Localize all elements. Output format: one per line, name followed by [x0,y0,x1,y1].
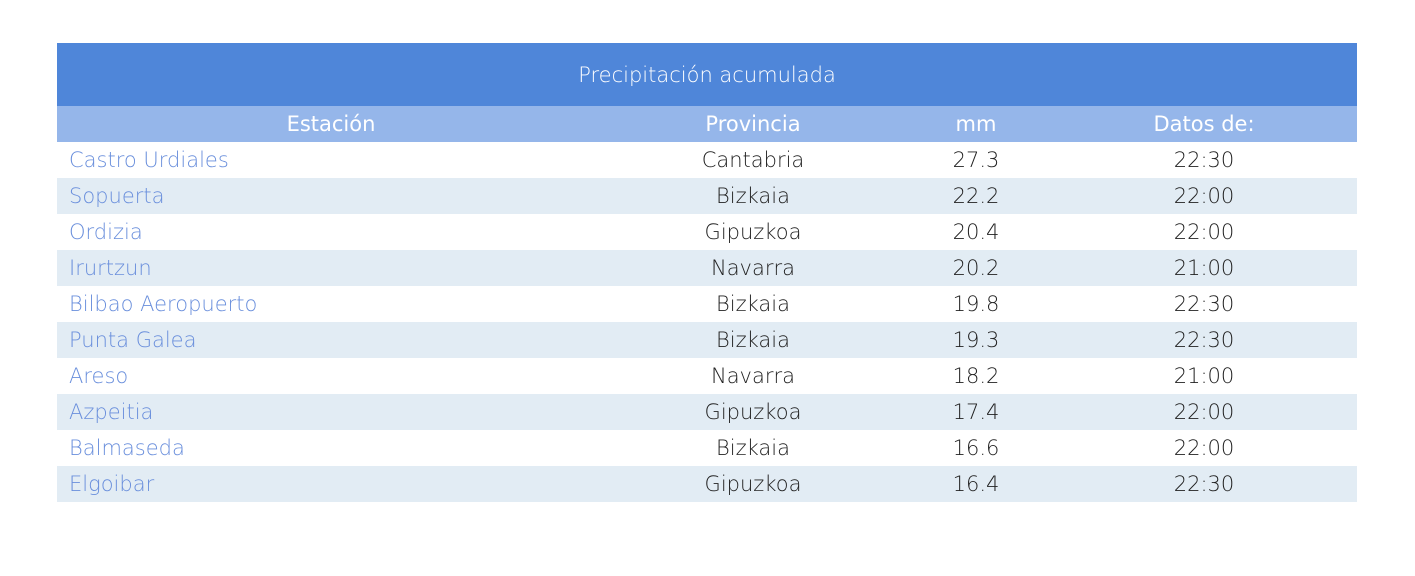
time-cell: 22:30 [1173,292,1235,316]
province-cell: Bizkaia [605,178,901,214]
table-header-row: Estación Provincia mm Datos de: [57,106,1358,142]
mm-cell: 16.6 [952,436,1000,460]
province-cell: Bizkaia [716,292,790,316]
station-link[interactable]: Castro Urdiales [69,148,229,172]
table-row: Balmaseda Bizkaia 16.6 22:00 [57,430,1357,466]
table-row: Areso Navarra 18.2 21:00 [57,358,1357,394]
station-link[interactable]: Bilbao Aeropuerto [69,292,258,316]
table-row: Bilbao Aeropuerto Bizkaia 19.8 22:30 [57,286,1357,322]
station-link[interactable]: Irurtzun [57,250,605,286]
time-cell: 21:00 [1051,250,1358,286]
time-cell: 22:00 [1051,394,1358,430]
mm-cell: 20.2 [901,250,1051,286]
province-cell: Gipuzkoa [704,220,802,244]
time-cell: 22:30 [1173,148,1235,172]
time-cell: 21:00 [1173,364,1235,388]
province-cell: Gipuzkoa [605,394,901,430]
time-cell: 22:30 [1051,466,1358,502]
station-link[interactable]: Punta Galea [57,322,605,358]
station-link[interactable]: Sopuerta [57,178,605,214]
mm-cell: 19.3 [901,322,1051,358]
station-link[interactable]: Areso [69,364,129,388]
station-link[interactable]: Elgoibar [57,466,605,502]
province-cell: Navarra [710,364,795,388]
station-link[interactable]: Balmaseda [69,436,185,460]
table-row: Ordizia Gipuzkoa 20.4 22:00 [57,214,1357,250]
station-link[interactable]: Azpeitia [57,394,605,430]
mm-cell: 27.3 [952,148,1000,172]
table-row: Elgoibar Gipuzkoa 16.4 22:30 [57,466,1358,502]
column-header-mm: mm [901,106,1051,142]
province-cell: Gipuzkoa [605,466,901,502]
province-cell: Navarra [605,250,901,286]
province-cell: Bizkaia [716,436,790,460]
table-row: Punta Galea Bizkaia 19.3 22:30 [57,322,1358,358]
province-cell: Cantabria [701,148,805,172]
table-row: Sopuerta Bizkaia 22.2 22:00 [57,178,1358,214]
station-link[interactable]: Ordizia [69,220,143,244]
province-cell: Bizkaia [605,322,901,358]
column-header-province: Provincia [605,106,901,142]
mm-cell: 22.2 [901,178,1051,214]
mm-cell: 16.4 [901,466,1051,502]
precipitation-table: Precipitación acumulada Estación Provinc… [57,43,1358,502]
time-cell: 22:00 [1173,220,1235,244]
table-row: Azpeitia Gipuzkoa 17.4 22:00 [57,394,1358,430]
column-header-station: Estación [57,106,605,142]
table-row: Castro Urdiales Cantabria 27.3 22:30 [57,142,1357,178]
table-title: Precipitación acumulada [57,43,1358,106]
time-cell: 22:00 [1051,178,1358,214]
mm-cell: 17.4 [901,394,1051,430]
time-cell: 22:30 [1051,322,1358,358]
table-row: Irurtzun Navarra 20.2 21:00 [57,250,1358,286]
mm-cell: 18.2 [952,364,1000,388]
mm-cell: 19.8 [952,292,1000,316]
column-header-data-time: Datos de: [1051,106,1358,142]
table-title-row: Precipitación acumulada [57,43,1358,106]
mm-cell: 20.4 [952,220,1000,244]
time-cell: 22:00 [1173,436,1235,460]
